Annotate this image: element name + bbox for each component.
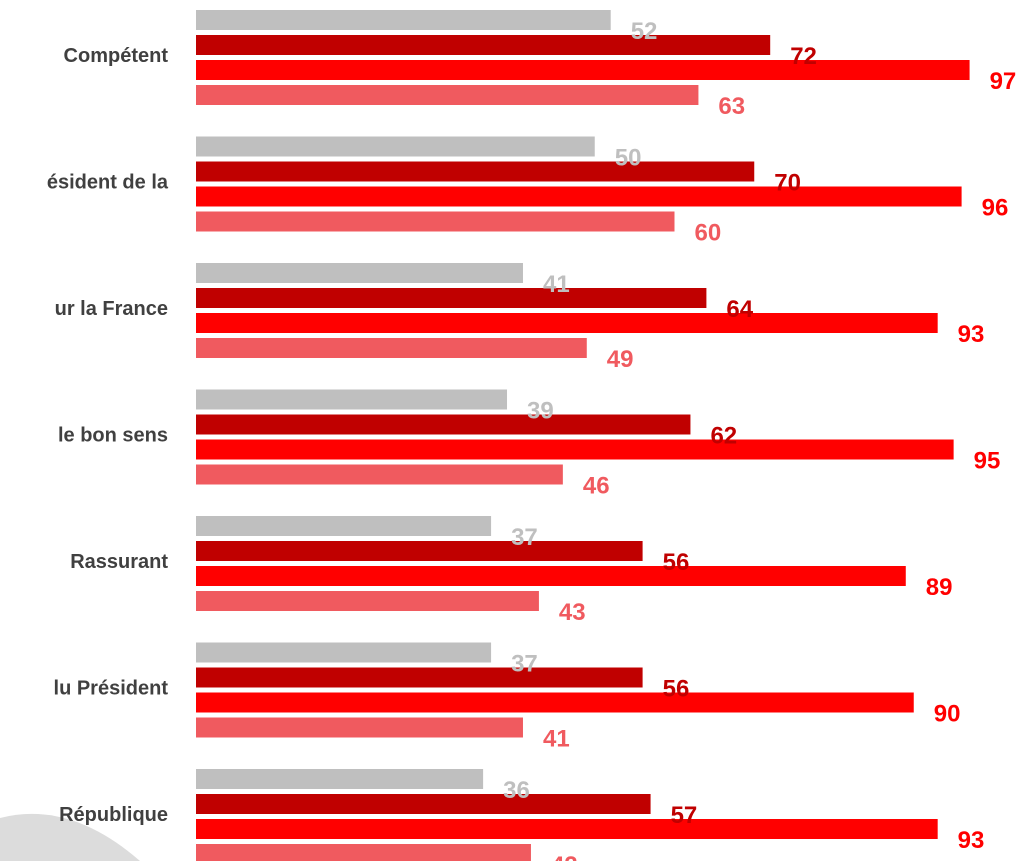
data-label: 41 <box>543 271 570 298</box>
data-label: 95 <box>974 448 1001 475</box>
bar <box>196 186 962 207</box>
bar <box>196 414 691 435</box>
bar <box>196 288 707 308</box>
decorative-background-shape <box>0 813 140 861</box>
bar <box>196 566 906 586</box>
category-label: lu Président <box>54 678 169 700</box>
bar <box>196 60 970 80</box>
category-label: Rassurant <box>70 551 168 573</box>
category-label: ur la France <box>55 298 168 320</box>
bar <box>196 85 699 105</box>
bar <box>196 642 492 663</box>
bar <box>196 464 563 485</box>
bar <box>196 10 611 30</box>
bar <box>196 211 675 232</box>
data-label: 60 <box>695 220 722 247</box>
labels-group: Compétent 52 72 97 63 ésident de la 50 70 96 60 ur… <box>47 18 1016 861</box>
bar <box>196 161 755 182</box>
bar <box>196 338 587 358</box>
data-label: 52 <box>631 18 658 45</box>
bar <box>196 769 484 789</box>
category-label: ésident de la <box>47 172 169 194</box>
data-label: 42 <box>551 852 578 861</box>
data-label: 64 <box>726 296 753 323</box>
category-label: République <box>59 804 168 826</box>
data-label: 56 <box>663 549 690 576</box>
bar <box>196 263 523 283</box>
bar <box>196 389 508 410</box>
data-label: 39 <box>527 398 554 425</box>
data-label: 41 <box>543 726 570 753</box>
data-label: 97 <box>990 68 1017 95</box>
data-label: 56 <box>663 676 690 703</box>
data-label: 63 <box>718 93 745 120</box>
data-label: 37 <box>511 651 538 678</box>
bar <box>196 794 651 814</box>
bar <box>196 439 954 460</box>
bar <box>196 591 539 611</box>
bar <box>196 717 523 738</box>
data-label: 96 <box>982 195 1009 222</box>
category-label: le bon sens <box>58 425 168 447</box>
data-label: 62 <box>710 423 737 450</box>
data-label: 50 <box>615 145 642 172</box>
data-label: 70 <box>774 170 801 197</box>
data-label: 89 <box>926 574 953 601</box>
data-label: 57 <box>671 802 698 829</box>
data-label: 93 <box>958 321 985 348</box>
bar <box>196 541 643 561</box>
bar <box>196 35 771 55</box>
data-label: 90 <box>934 701 961 728</box>
bar <box>196 819 938 839</box>
bars-group <box>196 10 970 861</box>
bar <box>196 313 938 333</box>
data-label: 93 <box>958 827 985 854</box>
data-label: 72 <box>790 43 817 70</box>
bar <box>196 844 531 861</box>
category-label: Compétent <box>64 45 169 67</box>
data-label: 37 <box>511 524 538 551</box>
data-label: 49 <box>607 346 634 373</box>
bar <box>196 667 643 688</box>
bar <box>196 692 914 713</box>
data-label: 46 <box>583 473 610 500</box>
data-label: 36 <box>503 777 530 804</box>
bar <box>196 516 492 536</box>
data-label: 43 <box>559 599 586 626</box>
bar <box>196 136 595 157</box>
